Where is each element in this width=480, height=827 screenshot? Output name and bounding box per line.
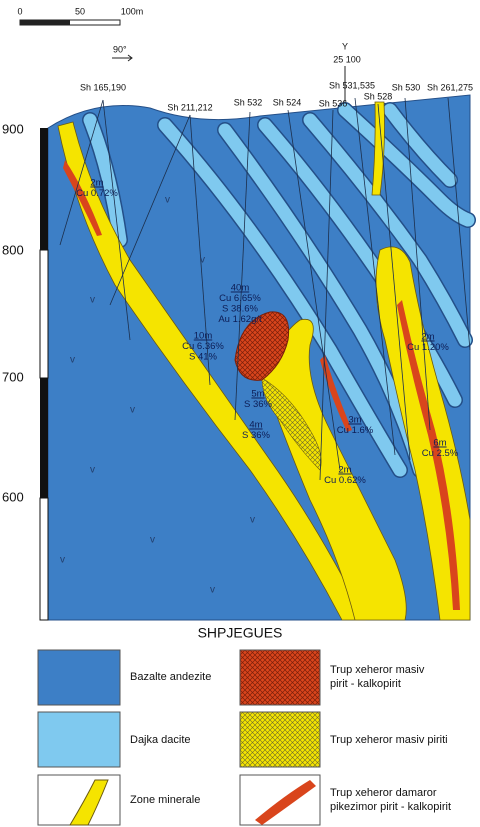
annotation: 5m bbox=[251, 389, 264, 400]
direction: 90° bbox=[113, 44, 127, 54]
annotation: Au 1.62g/t bbox=[218, 314, 262, 325]
drill-hole-label: Sh 531,535 bbox=[329, 80, 375, 90]
annotation: 2m bbox=[338, 465, 351, 476]
annotation: Cu 1.6% bbox=[337, 425, 374, 436]
svg-text:v: v bbox=[60, 555, 65, 566]
svg-text:v: v bbox=[130, 405, 135, 416]
scale-label: 100m bbox=[121, 6, 144, 16]
annotation: Cu 0.62% bbox=[324, 475, 366, 486]
legend-label: Bazalte andezite bbox=[130, 671, 211, 683]
annotation: S 41% bbox=[189, 352, 218, 363]
svg-text:v: v bbox=[200, 255, 205, 266]
drill-hole-label: Sh 211,212 bbox=[167, 102, 212, 112]
legend-label: Trup xeheror masiv piriti bbox=[330, 734, 448, 746]
legend-label: pirit - kalkopirit bbox=[330, 678, 401, 690]
elevation-label: 600 bbox=[2, 489, 24, 504]
coordinate-value: 25 100 bbox=[333, 54, 361, 64]
annotation: 2m bbox=[421, 332, 434, 343]
legend-title: SHPJEGUES bbox=[198, 625, 283, 641]
drill-hole-label: Sh 524 bbox=[273, 97, 302, 107]
scale-label: 0 bbox=[17, 6, 22, 16]
annotation: S 36% bbox=[244, 399, 273, 410]
annotation: Cu 2.5% bbox=[422, 448, 459, 459]
annotation: S 36% bbox=[242, 430, 271, 441]
annotation: 2m bbox=[90, 178, 103, 189]
scale-bar: 0 50 100m bbox=[17, 6, 143, 25]
svg-text:v: v bbox=[70, 355, 75, 366]
annotation: 40m bbox=[231, 283, 250, 294]
drill-hole-label: Sh 530 bbox=[392, 82, 421, 92]
annotation: 10m bbox=[194, 331, 213, 342]
legend-label: Zone minerale bbox=[130, 794, 200, 806]
legend-label: Dajka dacite bbox=[130, 734, 191, 746]
annotation: Cu 1.20% bbox=[407, 342, 449, 353]
geological-section: 0 50 100m 90° Y 25 100 bbox=[0, 0, 480, 827]
coordinate-axis: Y bbox=[342, 41, 348, 51]
legend-label: pikezimor pirit - kalkopirit bbox=[330, 801, 451, 813]
svg-text:v: v bbox=[90, 295, 95, 306]
svg-text:v: v bbox=[210, 585, 215, 596]
svg-text:v: v bbox=[150, 535, 155, 546]
svg-text:v: v bbox=[165, 195, 170, 206]
drill-hole-label: Sh 536 bbox=[319, 98, 348, 108]
elevation-bar: 900 800 700 600 bbox=[2, 121, 48, 620]
annotation: Cu 6.36% bbox=[182, 341, 224, 352]
annotation: 4m bbox=[249, 420, 262, 431]
elevation-label: 900 bbox=[2, 121, 24, 136]
direction-arrow bbox=[112, 55, 132, 61]
drill-hole-label: Sh 261,275 bbox=[427, 82, 473, 92]
scale-label: 50 bbox=[75, 6, 85, 16]
annotation: 6m bbox=[433, 438, 446, 449]
svg-text:v: v bbox=[250, 515, 255, 526]
legend-label: Trup xeheror masiv bbox=[330, 664, 425, 676]
elevation-label: 800 bbox=[2, 242, 24, 257]
legend-label: Trup xeheror damaror bbox=[330, 787, 437, 799]
annotation: 3m bbox=[348, 415, 361, 426]
drill-hole-label: Sh 532 bbox=[234, 97, 263, 107]
annotation: Cu 6.65% bbox=[219, 293, 261, 304]
svg-text:v: v bbox=[90, 465, 95, 476]
annotation: S 38.6% bbox=[222, 304, 258, 315]
section-body: v v v v v v v v v v bbox=[48, 95, 470, 620]
drill-hole-label: Sh 528 bbox=[364, 91, 393, 101]
elevation-label: 700 bbox=[2, 369, 24, 384]
annotation: Cu 0.72% bbox=[76, 188, 118, 199]
drill-hole-label: Sh 165,190 bbox=[80, 82, 126, 92]
